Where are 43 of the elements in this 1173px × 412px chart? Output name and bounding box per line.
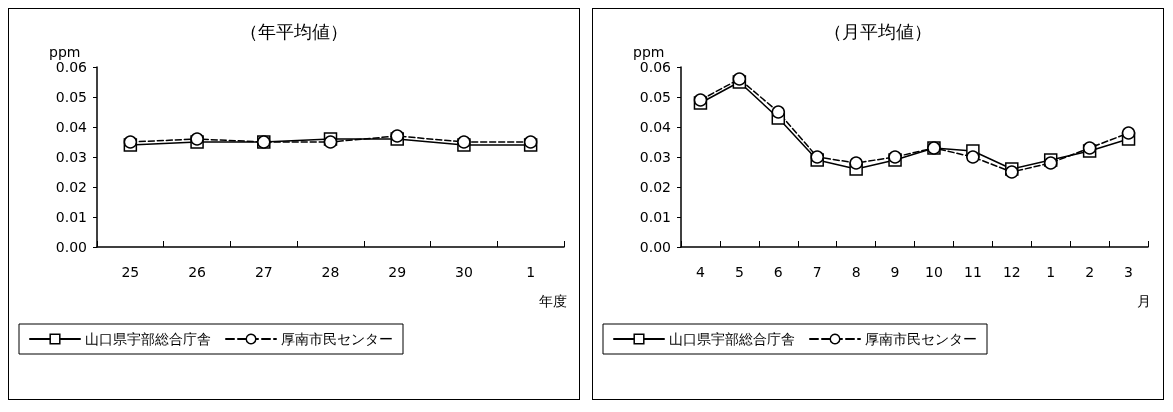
x-tick-label: 5	[734, 264, 744, 280]
x-tick-label: 10	[925, 264, 943, 280]
y-tick-label: 0.05	[639, 89, 671, 105]
x-tick-label: 30	[455, 264, 473, 280]
x-tick-label: 12	[1002, 264, 1021, 280]
legend-label: 山口県宇部総合庁舎	[669, 331, 795, 347]
x-tick-label: 1	[526, 264, 536, 280]
y-axis-title: ppm	[49, 44, 81, 60]
y-tick-label: 0.02	[55, 179, 87, 195]
x-tick-label: 26	[188, 264, 207, 280]
x-tick-label: 6	[773, 264, 783, 280]
y-tick-label: 0.06	[639, 59, 672, 75]
y-tick-label: 0.01	[55, 209, 87, 225]
x-tick-label: 28	[321, 264, 340, 280]
y-axis-title: ppm	[633, 44, 665, 60]
x-axis-title: 年度	[539, 293, 567, 309]
y-tick-label: 0.01	[639, 209, 671, 225]
y-tick-label: 0.04	[55, 119, 88, 135]
x-tick-label: 3	[1124, 264, 1133, 280]
y-tick-label: 0.04	[639, 119, 672, 135]
x-tick-label: 27	[254, 264, 273, 280]
x-tick-label: 11	[963, 264, 982, 280]
y-tick-label: 0.06	[55, 59, 88, 75]
chart-title: （月平均値）	[824, 20, 932, 42]
y-tick-label: 0.00	[55, 239, 87, 255]
x-tick-label: 2	[1085, 264, 1095, 280]
x-tick-label: 7	[812, 264, 822, 280]
x-tick-label: 29	[388, 264, 407, 280]
x-tick-label: 8	[851, 264, 861, 280]
x-axis-title: 月	[1137, 293, 1151, 309]
legend-label: 山口県宇部総合庁舎	[85, 331, 211, 347]
y-tick-label: 0.05	[55, 89, 87, 105]
x-tick-label: 25	[121, 264, 140, 280]
x-tick-label: 1	[1046, 264, 1056, 280]
y-tick-label: 0.02	[639, 179, 671, 195]
legend-label: 厚南市民センター	[865, 331, 977, 347]
y-tick-label: 0.03	[55, 149, 87, 165]
y-tick-label: 0.00	[639, 239, 671, 255]
x-tick-label: 9	[890, 264, 900, 280]
legend-label: 厚南市民センター	[281, 331, 393, 347]
y-tick-label: 0.03	[639, 149, 671, 165]
x-tick-label: 4	[696, 264, 705, 280]
chart-title: （年平均値）	[240, 20, 348, 42]
